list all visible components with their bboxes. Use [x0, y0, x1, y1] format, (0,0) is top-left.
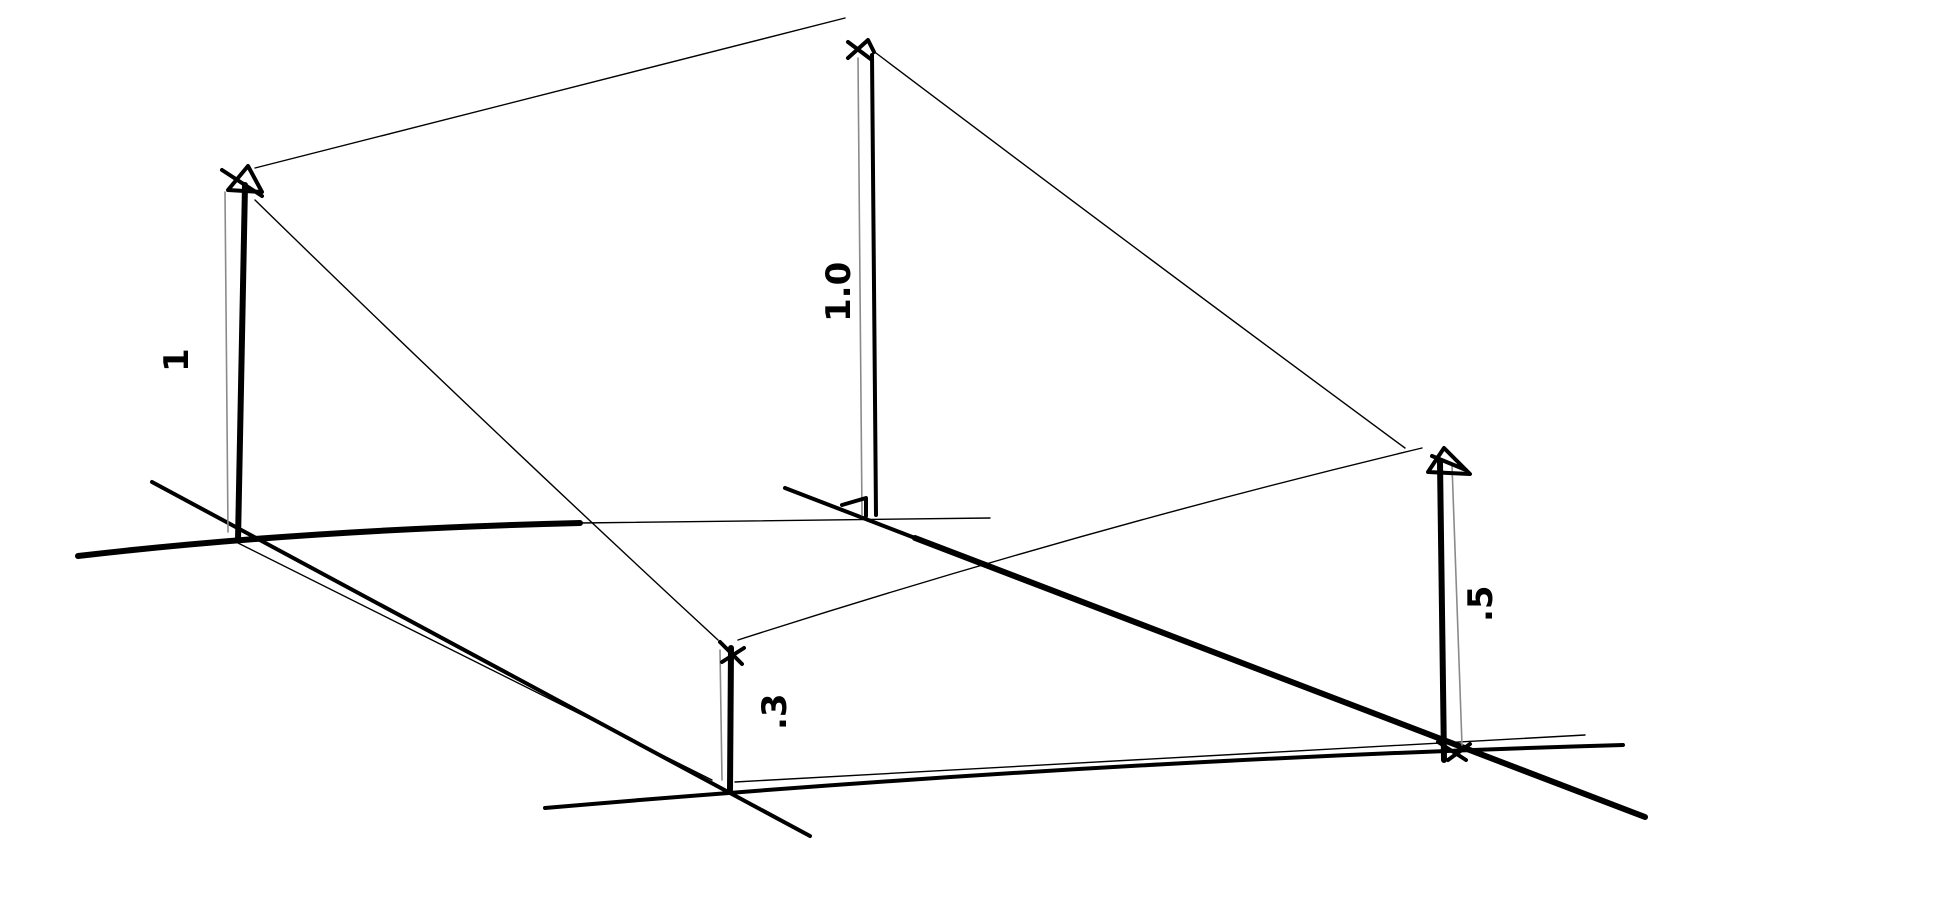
post-front-left-top-mark — [718, 640, 746, 666]
post-back-left-stroke — [235, 182, 248, 543]
label-front-right: .5 — [1461, 585, 1501, 622]
post-front-right-ghost — [1451, 464, 1463, 746]
post-front-right — [1426, 446, 1472, 763]
post-front-right-top-mark — [1426, 446, 1472, 476]
post-back-right-ghost — [857, 57, 863, 516]
ground-line-right-diagonal — [912, 535, 1648, 820]
ground-line-left-diagonal-ghost — [237, 542, 713, 781]
top-line-back — [254, 17, 846, 169]
ground-line-front-horizontal-ghost — [734, 734, 1586, 783]
ground-line-right-diagonal-start — [783, 486, 917, 540]
post-back-right — [840, 38, 878, 518]
post-back-left — [220, 164, 264, 543]
ground-lines — [75, 480, 1648, 838]
post-back-right-stroke — [870, 53, 878, 517]
post-front-left-stroke — [727, 645, 734, 793]
post-back-left-ghost — [224, 191, 229, 533]
ground-line-back-horizontal — [75, 520, 583, 559]
top-line-front — [737, 447, 1423, 641]
ground-line-left-diagonal — [150, 480, 812, 838]
height-labels: 1 1.0 .3 .5 — [157, 262, 1501, 730]
post-back-left-top-mark — [220, 164, 264, 198]
ground-line-back-horizontal-extension — [579, 517, 991, 524]
post-front-right-foot-mark — [1436, 740, 1472, 762]
top-line-left — [254, 199, 719, 641]
post-front-right-stroke — [1437, 459, 1447, 763]
post-front-left — [718, 640, 746, 793]
label-back-left: 1 — [157, 348, 197, 372]
label-back-right: 1.0 — [819, 262, 859, 322]
posts — [220, 38, 1472, 793]
post-back-right-foot-mark — [840, 496, 868, 518]
label-front-left: .3 — [755, 693, 795, 730]
post-front-left-ghost — [719, 649, 723, 781]
top-line-right — [871, 49, 1406, 449]
post-back-right-top-mark — [846, 38, 876, 62]
top-plane-lines — [254, 17, 1423, 641]
ground-line-front-horizontal — [543, 743, 1625, 810]
